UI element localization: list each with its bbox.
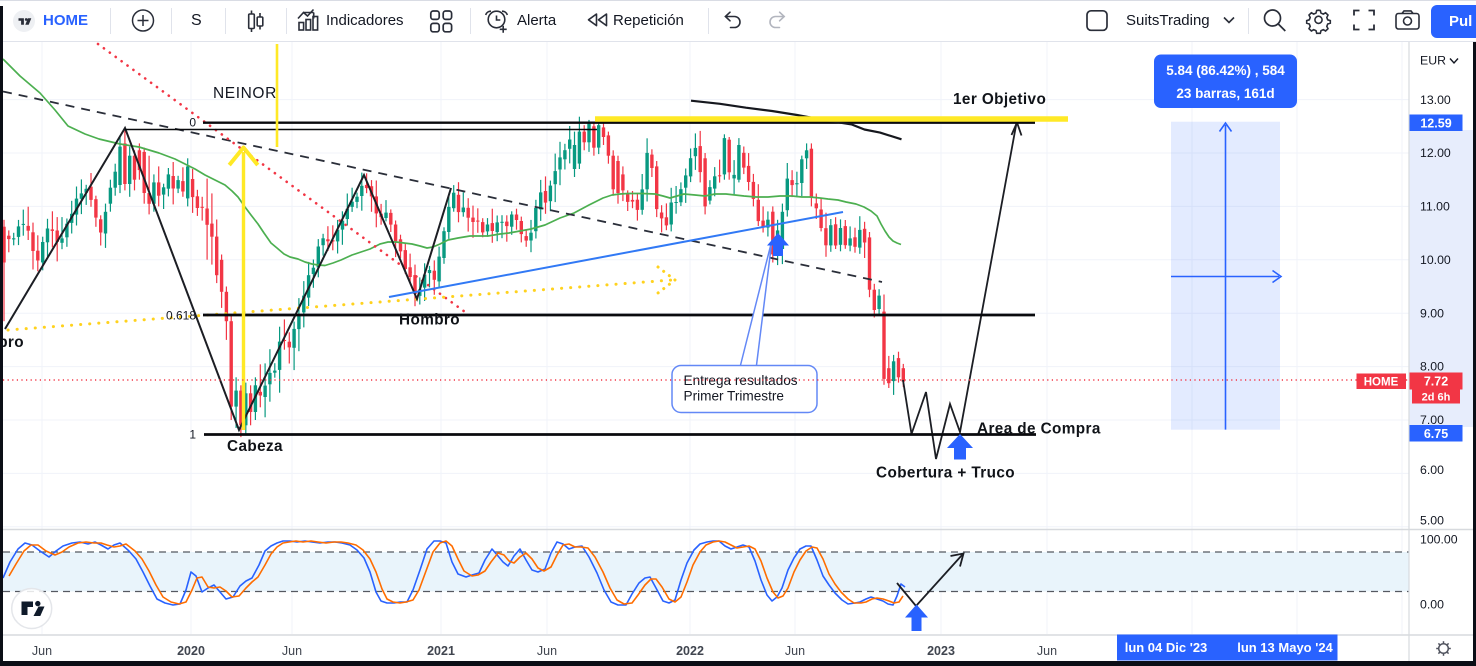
svg-text:23 barras, 161d: 23 barras, 161d xyxy=(1176,86,1274,101)
svg-text:Jun: Jun xyxy=(1037,644,1057,658)
svg-text:1: 1 xyxy=(189,428,196,442)
svg-text:12.00: 12.00 xyxy=(1420,146,1451,160)
svg-text:10.00: 10.00 xyxy=(1420,253,1451,267)
svg-text:Entrega resultados: Entrega resultados xyxy=(684,373,798,388)
svg-text:2d 6h: 2d 6h xyxy=(1422,392,1451,404)
svg-text:Cobertura + Truco: Cobertura + Truco xyxy=(876,465,1015,482)
svg-text:6.00: 6.00 xyxy=(1420,463,1444,477)
svg-text:2021: 2021 xyxy=(427,644,455,658)
svg-text:Cabeza: Cabeza xyxy=(227,438,283,455)
svg-text:0.618: 0.618 xyxy=(166,309,196,323)
svg-text:2023: 2023 xyxy=(927,644,955,658)
svg-text:Jun: Jun xyxy=(785,644,805,658)
svg-text:0: 0 xyxy=(189,116,196,130)
svg-text:2022: 2022 xyxy=(676,644,704,658)
svg-text:100.00: 100.00 xyxy=(1420,533,1458,547)
svg-text:11.00: 11.00 xyxy=(1420,200,1450,214)
svg-text:2020: 2020 xyxy=(177,644,205,658)
svg-text:5.00: 5.00 xyxy=(1420,514,1444,528)
svg-text:Hombro: Hombro xyxy=(399,312,460,329)
svg-text:Jun: Jun xyxy=(537,644,557,658)
svg-text:12.59: 12.59 xyxy=(1420,117,1451,131)
svg-text:7.72: 7.72 xyxy=(1424,375,1448,389)
svg-text:1er Objetivo: 1er Objetivo xyxy=(953,91,1046,108)
svg-text:7.00: 7.00 xyxy=(1420,413,1444,427)
svg-text:Hombro: Hombro xyxy=(0,334,24,351)
svg-text:6.75: 6.75 xyxy=(1424,427,1448,441)
svg-text:5.84 (86.42%) , 584: 5.84 (86.42%) , 584 xyxy=(1166,63,1285,78)
svg-text:0.00: 0.00 xyxy=(1420,598,1444,612)
svg-text:Area de Compra: Area de Compra xyxy=(977,421,1101,438)
svg-text:Jun: Jun xyxy=(32,644,52,658)
svg-text:Jun: Jun xyxy=(282,644,302,658)
svg-text:13.00: 13.00 xyxy=(1420,93,1451,107)
svg-text:9.00: 9.00 xyxy=(1420,307,1444,321)
svg-text:8.00: 8.00 xyxy=(1420,360,1444,374)
svg-text:NEINOR: NEINOR xyxy=(213,85,277,102)
svg-text:EUR: EUR xyxy=(1420,54,1446,68)
svg-text:lun 04 Dic '23: lun 04 Dic '23 xyxy=(1125,640,1208,655)
svg-text:HOME: HOME xyxy=(1364,377,1399,389)
svg-text:Primer Trimestre: Primer Trimestre xyxy=(684,389,784,404)
svg-text:lun 13 Mayo '24: lun 13 Mayo '24 xyxy=(1237,640,1333,655)
